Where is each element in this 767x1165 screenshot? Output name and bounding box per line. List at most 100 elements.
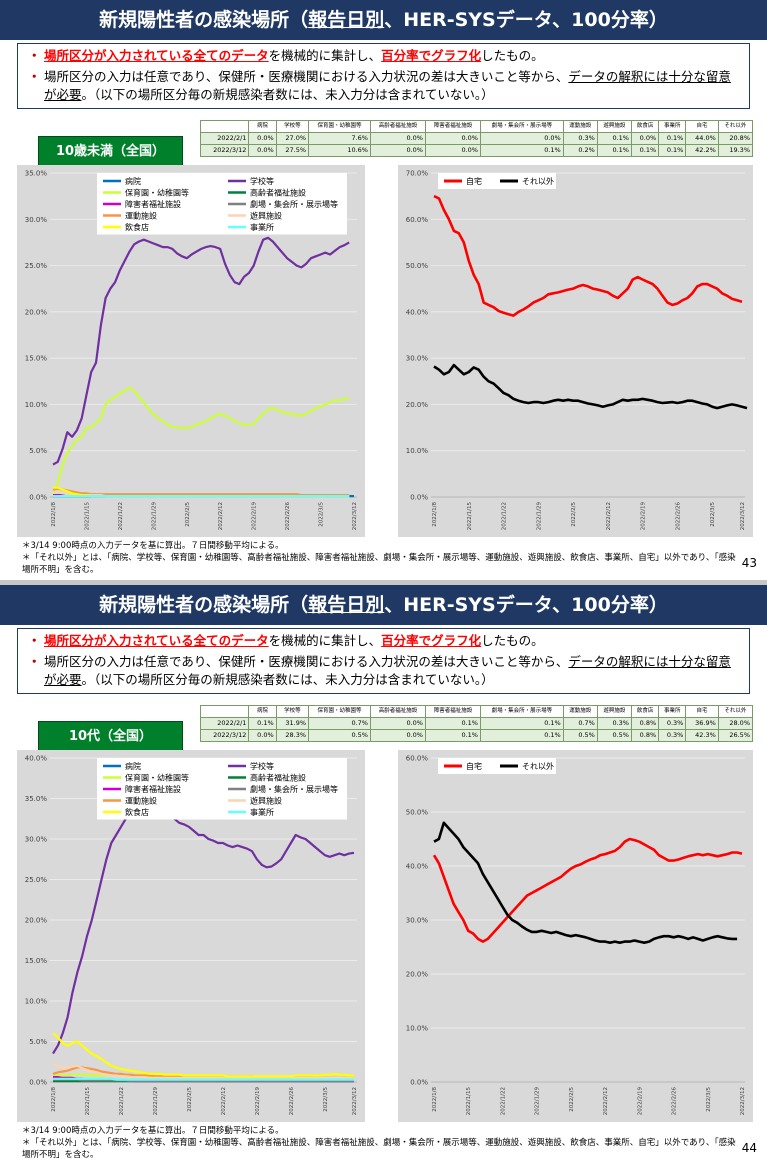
footnote-line-1: ＊3/14 9:00時点の入力データを基に算出。７日間移動平均による。 — [22, 541, 284, 551]
table-value-cell: 0.8% — [630, 729, 660, 742]
table-header-cell: 飲食店 — [630, 120, 660, 133]
x-tick-label: 2022/1/29 — [153, 1087, 159, 1116]
table-value-cell: 0.1% — [424, 729, 481, 742]
table-value-cell: 20.8% — [717, 132, 754, 145]
table-value-cell: 26.5% — [717, 729, 754, 742]
table-value-cell: 7.6% — [308, 132, 371, 145]
x-tick-label: 2022/2/12 — [603, 1087, 609, 1115]
x-tick-label: 2022/1/29 — [535, 1087, 541, 1116]
footnote-line-1: ＊3/14 9:00時点の入力データを基に算出。７日間移動平均による。 — [22, 1126, 284, 1136]
x-tick-label: 2022/2/26 — [675, 502, 681, 531]
y-tick-label: 60.0% — [406, 216, 429, 224]
table-value-cell: 0.1% — [479, 717, 564, 730]
table-row: 2022/2/1 0.0% 27.0% 7.6% 0.0% 0.0% 0.0% 0.3% 0.1… — [199, 132, 754, 145]
table-header-cell: 事業所 — [658, 705, 687, 718]
table-header-cell: 運動施設 — [562, 705, 598, 718]
table-value-cell: 0.0% — [630, 132, 660, 145]
table-value-cell: 0.1% — [630, 144, 660, 157]
y-tick-label: 35.0% — [25, 170, 48, 178]
legend-label: 運動施設 — [125, 796, 157, 806]
table-header-cell: 遊興施設 — [596, 120, 632, 133]
table-header-cell: 障害者福祉施設 — [424, 120, 481, 133]
table-header-cell: 自宅 — [685, 705, 719, 718]
x-tick-label: 2022/1/8 — [51, 502, 57, 527]
table-value-cell: 27.5% — [275, 144, 310, 157]
x-tick-label: 2022/3/5 — [706, 1087, 712, 1112]
series-line — [52, 803, 355, 1055]
legend-label: 遊興施設 — [250, 796, 282, 806]
x-tick-label: 2022/3/5 — [319, 502, 325, 527]
y-tick-label: 40.0% — [25, 755, 48, 763]
table-value-cell: 36.9% — [685, 717, 719, 730]
table-value-cell: 0.3% — [658, 729, 687, 742]
chart-home-vs-other: 0.0% 10.0% 20.0% 30.0% 40.0% 50.0% 60.0% 70.0% 2… — [398, 165, 753, 537]
table-header-cell: 遊興施設 — [596, 705, 632, 718]
table-value-cell: 0.1% — [248, 717, 277, 730]
legend-box — [438, 758, 556, 774]
legend-label: 事業所 — [250, 807, 274, 817]
x-tick-label: 2022/2/5 — [569, 1087, 575, 1112]
legend-label: 障害者福祉施設 — [125, 784, 181, 794]
legend-label: それ以外 — [522, 761, 554, 771]
legend-label: 高齢者福祉施設 — [250, 188, 306, 198]
legend-label: 病院 — [125, 176, 141, 186]
legend-label: 事業所 — [250, 222, 274, 232]
chart-location-share: 0.0% 5.0% 10.0% 15.0% 20.0% 25.0% 30.0% 35.0% 20… — [17, 165, 365, 537]
x-tick-label: 2022/1/15 — [84, 502, 90, 531]
x-tick-label: 2022/2/5 — [185, 502, 191, 527]
table-header-cell: 病院 — [248, 705, 277, 718]
legend-box — [97, 173, 347, 235]
table-value-cell: 0.0% — [424, 144, 481, 157]
x-tick-label: 2022/2/26 — [672, 1087, 678, 1116]
x-tick-label: 2022/1/29 — [151, 502, 157, 531]
table-value-cell: 10.6% — [308, 144, 371, 157]
y-tick-label: 10.0% — [406, 447, 429, 455]
chart-location-share: 0.0% 5.0% 10.0% 15.0% 20.0% 25.0% 30.0% 35.0% 40… — [17, 750, 365, 1122]
table-value-cell: 0.3% — [596, 717, 632, 730]
y-tick-label: 20.0% — [406, 971, 429, 979]
table-value-cell: 0.0% — [479, 132, 564, 145]
legend-box — [97, 758, 347, 820]
table-value-cell: 0.1% — [479, 144, 564, 157]
x-tick-label: 2022/1/29 — [536, 502, 542, 531]
table-header-cell: 保育園・幼稚園等 — [308, 120, 371, 133]
footnote: ＊3/14 9:00時点の入力データを基に算出。７日間移動平均による。 ＊「それ… — [22, 1125, 742, 1161]
y-tick-label: 20.0% — [25, 308, 48, 316]
table-value-cell: 0.7% — [562, 717, 598, 730]
y-tick-label: 35.0% — [25, 795, 48, 803]
slide-44: 新規陽性者の感染場所（報告日別、HER-SYSデータ、100分率） ・場所区分が… — [0, 585, 767, 1165]
table-value-cell: 0.1% — [658, 132, 687, 145]
table-date-cell: 2022/2/1 — [199, 132, 250, 145]
table-value-cell: 0.3% — [658, 717, 687, 730]
x-tick-label: 2022/2/5 — [571, 502, 577, 527]
y-tick-label: 50.0% — [406, 262, 429, 270]
table-value-cell: 27.0% — [275, 132, 310, 145]
y-tick-label: 10.0% — [406, 1025, 429, 1033]
x-tick-label: 2022/1/22 — [118, 502, 124, 530]
x-tick-label: 2022/3/5 — [323, 1087, 329, 1112]
legend-label: それ以外 — [522, 176, 554, 186]
table-header-cell: 事業所 — [658, 120, 687, 133]
table-date-cell: 2022/2/1 — [199, 717, 250, 730]
table-row: 2022/3/12 0.0% 27.5% 10.6% 0.0% 0.0% 0.1% 0.2% 0… — [199, 144, 754, 157]
legend-label: 飲食店 — [125, 807, 149, 817]
table-value-cell: 0.1% — [658, 144, 687, 157]
slide-title: 新規陽性者の感染場所（報告日別、HER-SYSデータ、100分率） — [0, 585, 767, 625]
table-value-cell: 0.1% — [596, 144, 632, 157]
table-value-cell: 0.2% — [562, 144, 598, 157]
series-line — [53, 1077, 354, 1081]
table-value-cell: 0.0% — [248, 132, 277, 145]
legend-label: 障害者福祉施設 — [125, 199, 181, 209]
table-value-cell: 0.0% — [369, 132, 426, 145]
table-header-cell: 飲食店 — [630, 705, 660, 718]
chart-home-vs-other: 0.0% 10.0% 20.0% 30.0% 40.0% 50.0% 60.0% 2022/1… — [398, 750, 753, 1122]
note-line-1: ・場所区分が入力されている全てのデータを機械的に集計し、百分率でグラフ化したもの… — [28, 48, 544, 63]
x-tick-label: 2022/2/26 — [289, 1087, 295, 1116]
y-tick-label: 30.0% — [25, 216, 48, 224]
y-tick-label: 40.0% — [406, 863, 429, 871]
table-value-cell: 0.1% — [479, 729, 564, 742]
y-tick-label: 30.0% — [25, 836, 48, 844]
table-value-cell: 0.8% — [630, 717, 660, 730]
table-value-cell: 0.1% — [424, 717, 481, 730]
x-tick-label: 2022/2/19 — [641, 502, 647, 531]
